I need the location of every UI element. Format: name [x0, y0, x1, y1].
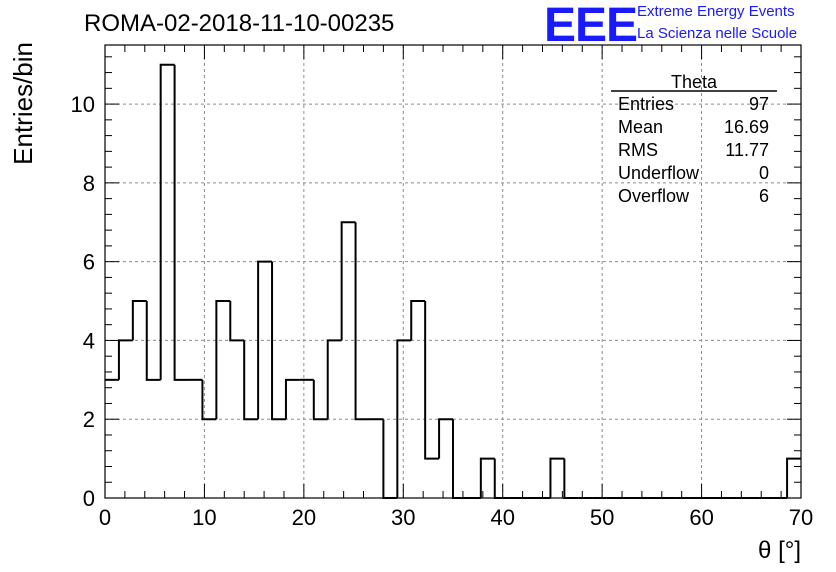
stats-mean-value: 16.69: [724, 117, 769, 137]
histogram-bin: [215, 300, 231, 420]
x-tick-label: 40: [490, 505, 514, 530]
histogram-bin: [479, 457, 495, 498]
x-tick-label: 0: [99, 505, 111, 530]
histogram-bin: [257, 260, 273, 420]
stats-mean-label: Mean: [618, 117, 663, 137]
histogram-bin: [201, 379, 217, 421]
histogram-bin: [117, 339, 133, 380]
stats-rms-value: 11.77: [725, 140, 769, 160]
eee-logo: EEE: [544, 0, 638, 52]
chart-title: ROMA-02-2018-11-10-00235: [84, 10, 395, 37]
y-tick-label: 10: [71, 92, 95, 117]
y-tick-label: 8: [83, 171, 95, 196]
histogram-bin: [284, 378, 300, 420]
stats-entries-label: Entries: [618, 94, 674, 114]
histogram-bin: [410, 300, 426, 341]
histogram-bin: [131, 300, 147, 341]
histogram-bin: [354, 222, 370, 421]
histogram-bin: [382, 419, 398, 499]
stats-underflow-value: 0: [759, 163, 769, 183]
histogram-bin: [493, 458, 509, 499]
x-tick-label: 60: [689, 505, 713, 530]
x-tick-label: 70: [789, 505, 813, 530]
histogram-bin: [452, 419, 467, 499]
histogram-bin: [424, 301, 440, 460]
histogram-bin: [229, 301, 245, 342]
x-axis-label: θ [°]: [758, 537, 801, 564]
histogram-bin: [173, 64, 189, 381]
histogram-bin: [549, 457, 565, 498]
stats-overflow-value: 6: [759, 186, 769, 206]
histogram-bin: [271, 261, 286, 421]
logo-line-1: Extreme Energy Events: [637, 3, 795, 20]
histogram-bin: [159, 63, 175, 380]
histogram-bin: [396, 339, 412, 498]
y-tick-label: 0: [83, 486, 95, 511]
histogram-bin: [312, 379, 328, 421]
stats-overflow-label: Overflow: [618, 186, 690, 206]
y-tick-label: 2: [83, 407, 95, 432]
histogram-bin: [145, 301, 161, 381]
histogram-bin: [438, 418, 453, 459]
x-tick-label: 20: [292, 505, 316, 530]
y-tick-label: 6: [83, 250, 95, 275]
histogram-bin: [563, 458, 579, 499]
stats-entries-value: 97: [749, 94, 769, 114]
logo-line-2: La Scienza nelle Scuole: [637, 25, 798, 42]
y-axis-label: Entries/bin: [8, 42, 38, 165]
histogram-bin: [786, 457, 801, 498]
x-tick-label: 10: [192, 505, 216, 530]
x-tick-label: 30: [391, 505, 415, 530]
stats-title: Theta: [671, 72, 718, 92]
y-tick-label: 4: [83, 328, 95, 353]
histogram-bin: [326, 339, 342, 420]
plot-frame: [104, 44, 802, 499]
histogram-bin: [243, 340, 259, 421]
stats-underflow-label: Underflow: [618, 163, 700, 183]
histogram-bin: [340, 221, 356, 341]
x-tick-label: 50: [590, 505, 614, 530]
stats-rms-label: RMS: [618, 140, 658, 160]
